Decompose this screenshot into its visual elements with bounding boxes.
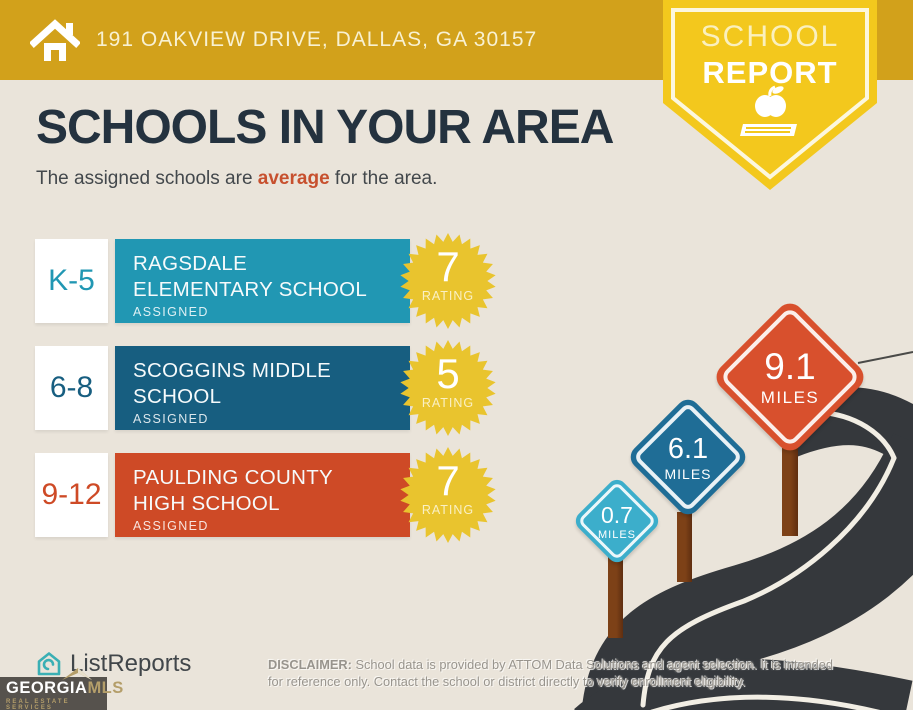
listreports-logo: ListReports — [35, 650, 191, 678]
brand-name: ListReports — [70, 650, 192, 677]
distance-value: 9.1 — [764, 346, 816, 387]
apple-book-icon — [663, 84, 877, 155]
rating-value: 5 — [436, 350, 460, 397]
mls-name-georgia: GEORGIA — [6, 679, 88, 697]
disclaimer: DISCLAIMER: School data is provided by A… — [268, 657, 868, 691]
grade-range-badge: 9-12 — [35, 453, 108, 537]
badge-line2: REPORT — [702, 55, 838, 90]
sign-post — [782, 448, 798, 536]
school-status: ASSIGNED — [133, 412, 209, 427]
school-row-elementary: K-5 RAGSDALE ELEMENTARY SCHOOL ASSIGNED … — [35, 233, 515, 329]
sign-post — [677, 512, 692, 582]
badge-text: SCHOOL REPORT — [663, 20, 877, 91]
school-report-badge: SCHOOL REPORT — [663, 0, 877, 196]
road-edge-line-near — [650, 694, 880, 710]
school-status: ASSIGNED — [133, 305, 209, 320]
rating-label: RATING — [421, 289, 475, 303]
rating-label: RATING — [421, 396, 475, 410]
distance-unit: MILES — [664, 465, 712, 482]
disclaimer-text2: for reference only. Contact the school o… — [268, 673, 746, 689]
road-edge-line-main — [640, 455, 897, 708]
school-status: ASSIGNED — [133, 519, 209, 534]
subtitle-prefix: The assigned schools are — [36, 168, 258, 189]
school-name: RAGSDALE ELEMENTARY SCHOOL — [133, 252, 368, 301]
sign-text: 0.7 MILES — [585, 489, 649, 553]
distance-value: 0.7 — [601, 501, 633, 528]
road-main-segment — [581, 432, 913, 710]
school-bar: SCOGGINS MIDDLE SCHOOL ASSIGNED — [115, 346, 410, 430]
distance-sign-high: 9.1 MILES — [710, 297, 870, 457]
school-name: PAULDING COUNTY HIGH SCHOOL — [133, 466, 333, 515]
sign-text: 9.1 MILES — [734, 321, 846, 433]
mls-tagline: REAL ESTATE SERVICES — [6, 698, 70, 710]
distance-sign-middle: 6.1 MILES — [625, 394, 751, 520]
distance-unit: MILES — [597, 528, 636, 541]
school-row-high: 9-12 PAULDING COUNTY HIGH SCHOOL ASSIGNE… — [35, 447, 515, 543]
rating-value: 7 — [436, 457, 460, 504]
mls-name-mls: MLS — [87, 679, 124, 697]
sign-text: 6.1 MILES — [644, 413, 732, 501]
title-block: SCHOOLS IN YOUR AREA The assigned school… — [36, 100, 614, 190]
school-name: SCOGGINS MIDDLE SCHOOL — [133, 359, 332, 408]
school-bar: PAULDING COUNTY HIGH SCHOOL ASSIGNED — [115, 453, 410, 537]
rating-seal: 7 RATING — [400, 447, 496, 543]
disclaimer-text1: School data is provided by ATTOM Data So… — [351, 657, 834, 672]
disclaimer-line1: DISCLAIMER: School data is provided by A… — [268, 657, 868, 674]
horizon-road-line — [857, 351, 913, 364]
rating-value: 7 — [436, 243, 460, 290]
mls-peak-icon — [62, 668, 92, 680]
subtitle: The assigned schools are average for the… — [36, 168, 613, 190]
school-row-middle: 6-8 SCOGGINS MIDDLE SCHOOL ASSIGNED 5 RA… — [35, 340, 515, 436]
school-bar: RAGSDALE ELEMENTARY SCHOOL ASSIGNED — [115, 239, 410, 323]
subtitle-highlight: average — [257, 168, 330, 189]
page-title: SCHOOLS IN YOUR AREA — [36, 101, 614, 154]
listreports-house-icon — [37, 652, 61, 676]
property-address: 191 OAKVIEW DRIVE, DALLAS, GA 30157 — [96, 28, 538, 51]
distance-value: 6.1 — [667, 432, 709, 465]
house-icon — [30, 19, 80, 61]
disclaimer-label: DISCLAIMER: — [268, 657, 352, 672]
mls-name: GEORGIAMLS — [6, 679, 123, 697]
subtitle-suffix: for the area. — [329, 168, 438, 189]
rating-label: RATING — [421, 503, 475, 517]
distance-unit: MILES — [760, 388, 820, 407]
sign-post — [608, 556, 623, 638]
rating-seal: 5 RATING — [400, 340, 496, 436]
grade-range-badge: K-5 — [35, 239, 108, 323]
georgia-mls-logo: GEORGIAMLS REAL ESTATE SERVICES — [0, 668, 123, 710]
badge-line1: SCHOOL — [700, 20, 840, 53]
rating-seal: 7 RATING — [400, 233, 496, 329]
grade-range-badge: 6-8 — [35, 346, 108, 430]
